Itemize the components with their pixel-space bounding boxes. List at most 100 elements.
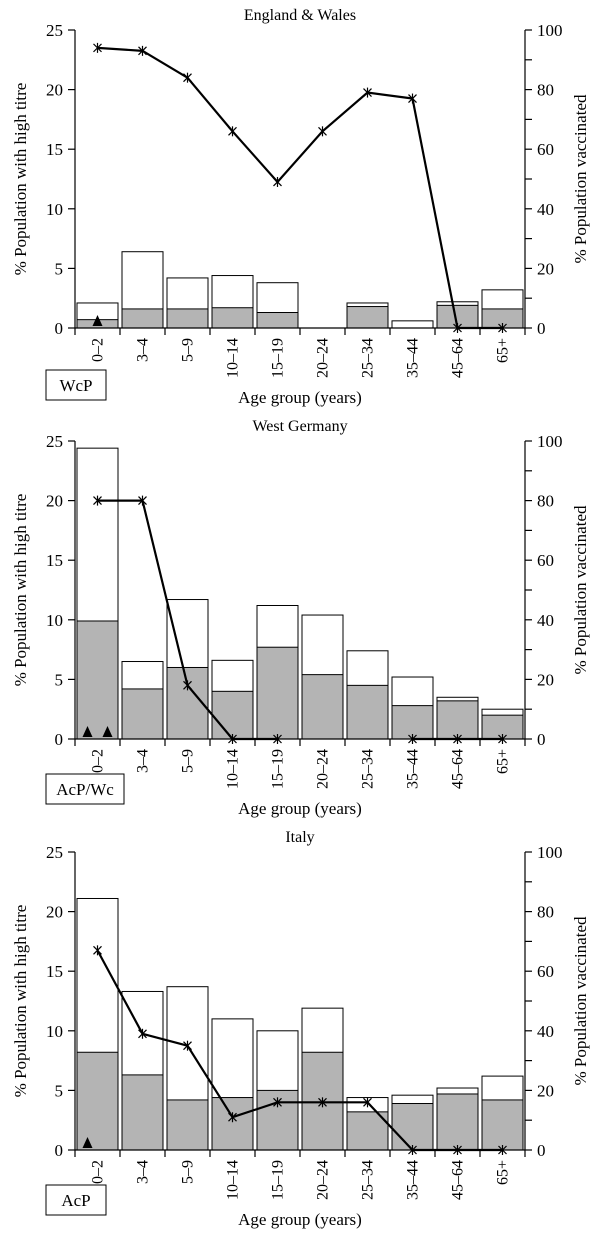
y-tick-label-right: 80 [537,492,554,511]
line-point-8 [453,323,462,333]
x-tick-label: 15–19 [270,749,287,789]
chart-title: England & Wales [244,7,356,24]
x-tick-label: 35–44 [405,338,422,378]
bar-vaccinated-4 [256,646,299,740]
bar-vaccinated-4 [256,312,299,329]
line-point-0 [93,495,102,506]
x-axis-label: Age group (years) [238,388,362,407]
line-point-3 [228,734,237,744]
x-tick-label: 10–14 [225,749,242,789]
y-tick-label-right: 20 [537,259,554,278]
bar-vaccinated-6 [346,684,389,740]
chart-svg: West Germany 0 5 10 15 20 25 0 20 40 60 80 100 0–2 3–4… [11,418,590,818]
y-tick-label-left: 20 [46,903,63,922]
annotation-arrow-icon [82,1137,93,1148]
chart-svg: England & Wales 0 5 10 15 20 25 0 20 40 60 80 100 0–2… [11,7,590,407]
line-point-1 [138,1028,147,1039]
line-point-0 [93,42,102,53]
line-point-4 [273,734,282,744]
x-tick-label: 45–64 [450,1160,467,1200]
y-tick-label-right: 0 [537,1141,546,1160]
bar-vaccinated-8 [436,1093,479,1151]
bar-vaccinated-7 [391,705,434,740]
y-tick-label-left: 25 [46,843,63,862]
line-point-6 [363,1097,372,1108]
y-tick-label-right: 60 [537,140,554,159]
bar-vaccinated-0 [76,620,119,740]
y-tick-label-right: 0 [537,319,546,338]
x-tick-label: 20–24 [315,1160,332,1200]
chart-title: West Germany [252,418,347,435]
line-point-1 [138,45,147,56]
x-tick-label: 65+ [495,749,512,774]
y-tick-label-right: 40 [537,1022,554,1041]
line-point-8 [453,1145,462,1155]
bar-vaccinated-5 [301,674,344,740]
annotation-arrow-icon [82,726,93,737]
y-tick-label-left: 20 [46,492,63,511]
x-tick-label: 15–19 [270,1160,287,1200]
y-axis-label-left: % Population with high titre [11,905,30,1098]
line-point-0 [93,945,102,956]
chart-title: Italy [285,829,314,846]
line-point-3 [228,1112,237,1123]
line-point-2 [183,72,192,83]
line-point-2 [183,680,192,691]
y-tick-label-left: 0 [55,730,64,749]
annotation-label: AcP/Wc [56,780,114,799]
line-path [96,949,503,1152]
y-tick-label-left: 10 [46,200,63,219]
bar-vaccinated-3 [211,1097,254,1151]
y-axis-label-right: % Population vaccinated [571,916,590,1086]
bar-vaccinated-1 [121,1074,164,1151]
x-tick-label: 10–14 [225,1160,242,1200]
bar-vaccinated-2 [166,308,209,329]
panel-west-germany: West Germany 0 5 10 15 20 25 0 20 40 60 80 100 0–2 3–4… [0,411,595,822]
axes [68,29,532,335]
y-tick-label-right: 100 [537,432,563,451]
x-tick-label: 5–9 [180,1160,197,1184]
x-tick-label: 3–4 [135,1160,152,1184]
line-point-4 [273,1097,282,1108]
bar-vaccinated-0 [76,1051,119,1151]
line-point-5 [318,126,327,137]
axes [68,851,532,1157]
line-point-1 [138,495,147,506]
x-tick-label: 5–9 [180,338,197,362]
y-tick-label-right: 100 [537,21,563,40]
line-series [93,495,507,744]
bar-group [76,447,524,740]
line-point-5 [318,1097,327,1108]
x-tick-label: 3–4 [135,338,152,362]
annotation: AcP [45,1137,107,1216]
y-tick-label-right: 80 [537,81,554,100]
annotation-label: WcP [59,376,92,395]
bar-vaccinated-8 [436,700,479,740]
annotation: WcP [45,315,107,401]
y-tick-label-left: 10 [46,1022,63,1041]
x-tick-label: 65+ [495,1160,512,1185]
axes [68,440,532,746]
annotation-box [45,773,125,805]
bar-vaccinated-6 [346,306,389,329]
x-tick-label: 0–2 [90,338,107,362]
x-tick-label: 0–2 [90,749,107,773]
annotation-label: AcP [61,1191,90,1210]
bar-group [76,897,524,1151]
x-tick-label: 65+ [495,338,512,363]
panel-england-wales: England & Wales 0 5 10 15 20 25 0 20 40 60 80 100 0–2… [0,0,595,411]
line-series [93,945,507,1155]
y-tick-label-left: 20 [46,81,63,100]
x-tick-label: 35–44 [405,749,422,789]
x-tick-label: 45–64 [450,749,467,789]
y-tick-label-right: 40 [537,611,554,630]
x-axis-label: Age group (years) [238,1210,362,1229]
x-tick-label: 15–19 [270,338,287,378]
y-tick-label-left: 0 [55,319,64,338]
y-axis-label-left: % Population with high titre [11,83,30,276]
x-tick-label: 35–44 [405,1160,422,1200]
line-point-6 [363,87,372,98]
bar-vaccinated-2 [166,1099,209,1151]
y-tick-label-left: 5 [55,670,64,689]
x-tick-label: 5–9 [180,749,197,773]
